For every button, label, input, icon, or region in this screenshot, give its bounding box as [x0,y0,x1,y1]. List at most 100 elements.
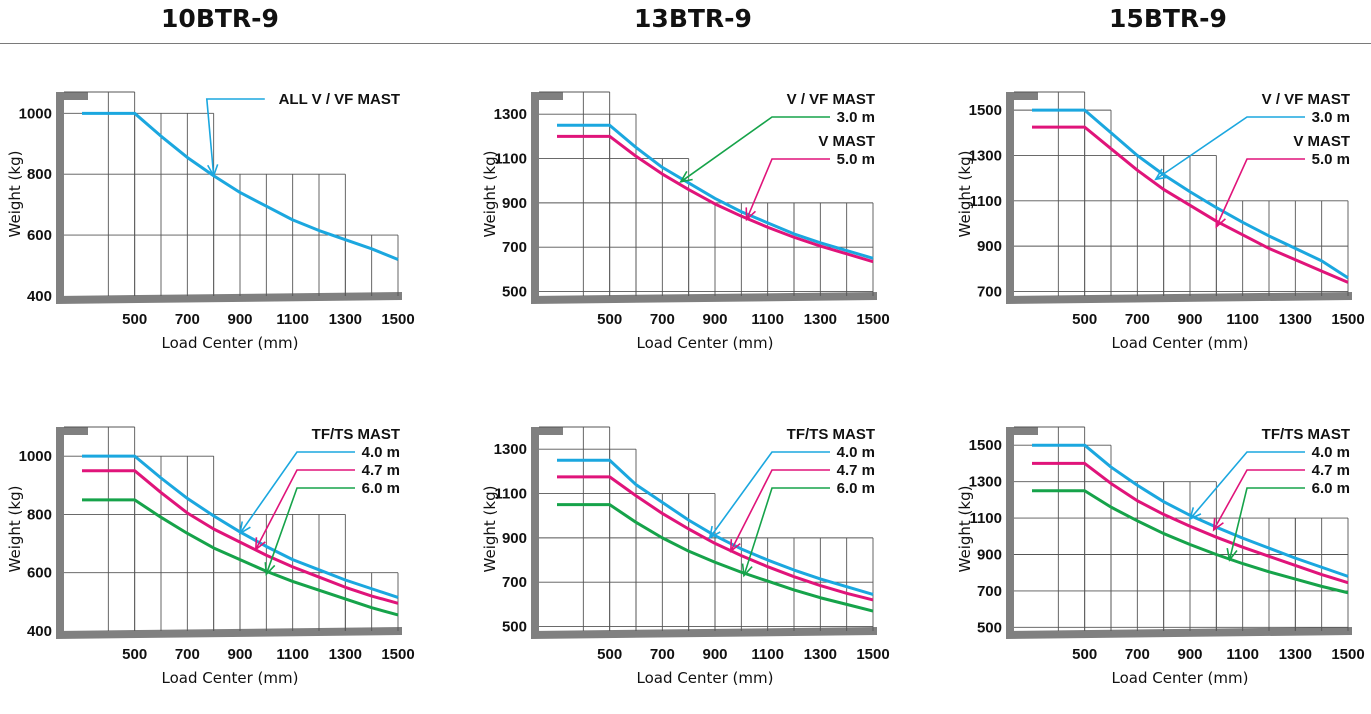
callout-arrowhead [264,562,276,576]
callout-arrowhead [745,207,757,222]
y-axis-bar [56,92,88,296]
x-tick-label: 700 [650,311,675,328]
x-tick-label: 900 [227,646,252,663]
annotation-label: ALL V / VF MAST [279,91,400,108]
annotation-label: 3.0 m [837,109,875,126]
y-tick-label: 900 [977,547,1002,564]
model-title-10btr: 10BTR-9 [161,4,279,33]
annotation-label: TF/TS MAST [787,426,875,443]
y-axis-label: Weight (kg) [956,151,974,238]
x-tick-label: 1300 [804,311,837,328]
load-chart-13btr-tfts: 500 700 900 1100 1300 500 700 900 1100 1300 1500 Lo… [481,426,890,687]
y-axis-bar [56,427,88,631]
header-divider [0,43,1371,44]
model-title-13btr: 13BTR-9 [634,4,752,33]
grid [1014,91,1349,296]
annotation-label: 4.7 m [362,462,400,479]
y-tick-label: 700 [977,583,1002,600]
series-line-cyan [1032,108,1349,280]
x-tick-label: 700 [1125,311,1150,328]
x-tick-label: 700 [175,311,200,328]
x-tick-label: 700 [650,646,675,663]
series-line-magenta [557,134,874,264]
callout-arrowhead [207,164,219,178]
series-line-magenta [1032,125,1349,284]
x-axis-label: Load Center (mm) [637,669,774,687]
x-axis-bar [531,627,877,639]
y-tick-label: 1100 [969,510,1002,527]
x-tick-label: 1500 [381,646,414,663]
x-tick-label: 900 [702,646,727,663]
x-tick-label: 900 [227,311,252,328]
callout-leader [730,469,830,552]
series-line-green [1032,489,1349,595]
x-tick-label: 1300 [1279,311,1312,328]
callout-leader [743,487,830,576]
callout-arrowhead [1226,547,1238,562]
annotation-label: 3.0 m [1312,109,1350,126]
y-tick-label: 700 [502,574,527,591]
callout-leader [239,451,355,534]
x-tick-label: 1300 [329,646,362,663]
grid [64,91,399,296]
callout-arrowhead [708,525,721,540]
annotation-label: 4.0 m [837,444,875,461]
x-tick-label: 700 [1125,646,1150,663]
x-tick-label: 1500 [1331,646,1364,663]
y-tick-label: 1500 [969,102,1002,119]
y-tick-label: 1500 [969,437,1002,454]
y-tick-label: 1100 [494,486,527,503]
load-chart-13btr-vvf: 500 700 900 1100 1300 500 700 900 1100 1300 1500 Lo… [481,91,890,352]
callout-arrowhead [1212,517,1224,532]
y-tick-label: 600 [27,227,52,244]
annotation-label: V / VF MAST [787,91,875,108]
annotation-label: 4.7 m [837,462,875,479]
x-tick-label: 500 [122,646,147,663]
callout-arrowhead [1188,507,1202,521]
y-axis-bar [531,427,563,631]
callout-leader [1215,158,1305,228]
x-axis-bar [1006,627,1352,639]
callout-arrowhead [741,563,753,578]
x-tick-label: 500 [597,311,622,328]
annotation-label: 4.0 m [1312,444,1350,461]
x-axis-bar [531,292,877,304]
callout-leader [1228,487,1305,561]
y-tick-label: 800 [27,166,52,183]
y-tick-label: 1300 [969,147,1002,164]
callout-arrowhead [1215,214,1226,229]
x-axis-label: Load Center (mm) [162,669,299,687]
annotation-label: 4.0 m [362,444,400,461]
callout-leader [265,487,355,575]
x-axis-label: Load Center (mm) [162,334,299,352]
y-tick-label: 600 [27,565,52,582]
annotation-label: 4.7 m [1312,462,1350,479]
callout-leader [205,98,265,176]
y-axis-label: Weight (kg) [481,151,499,238]
y-tick-label: 1300 [969,474,1002,491]
annotation-label: 5.0 m [837,151,875,168]
y-tick-label: 1100 [969,193,1002,210]
load-chart-15btr-tfts: 500 700 900 1100 1300 1500 500 700 900 1100 1300 15… [956,426,1365,687]
series-line-cyan [557,123,874,260]
annotation-label: V MAST [818,133,875,150]
annotation-label: TF/TS MAST [312,426,400,443]
load-chart-10btr-vvf: 400 600 800 1000 500 700 900 1100 1300 1500 Load C… [6,91,415,352]
annotation-label: 6.0 m [837,480,875,497]
x-tick-label: 1500 [856,311,889,328]
x-axis-bar [56,292,402,304]
grid [539,426,874,631]
y-tick-label: 900 [977,238,1002,255]
x-axis-bar [1006,292,1352,304]
annotation-label: V MAST [1293,133,1350,150]
y-axis-bar [1006,427,1038,631]
series-line-cyan [82,454,399,599]
model-title-15btr: 15BTR-9 [1109,4,1227,33]
y-tick-label: 1300 [494,106,527,123]
x-tick-label: 1100 [1226,646,1259,663]
x-tick-label: 1300 [329,311,362,328]
y-tick-label: 700 [977,283,1002,300]
callout-leader [1189,451,1305,520]
x-tick-label: 1100 [276,646,309,663]
callout-leader [709,451,830,539]
